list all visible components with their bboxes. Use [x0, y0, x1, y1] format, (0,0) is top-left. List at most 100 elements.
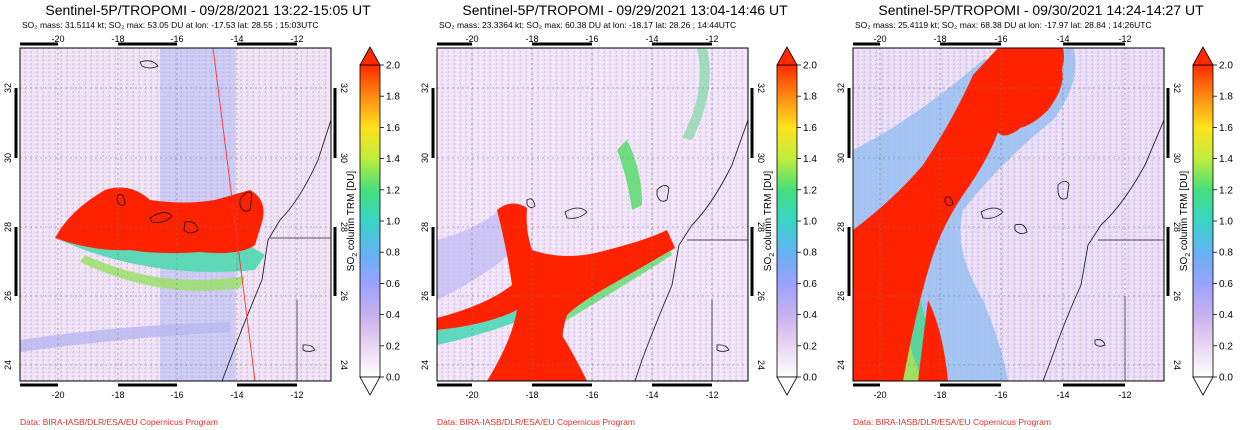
so2-map-1: -20 -18 -16 -14 -12 -20 -18 -16 -14 -12 …: [3, 34, 400, 400]
colorbar: 0.0 0.2 0.4 0.6 0.8 1.0 1.2 1.4 1.6 1.8 2.0 SO2 col…: [1179, 46, 1233, 396]
colorbar-tick-label: 0.4: [1219, 310, 1233, 321]
lat-tick: 24: [339, 360, 349, 370]
lon-tick: -16: [585, 390, 598, 400]
colorbar-tick-label: 0.0: [1219, 373, 1233, 384]
colorbar-max-arrow: [359, 46, 381, 66]
lon-tick: -12: [705, 34, 718, 44]
colorbar-gradient: [776, 64, 798, 378]
so2-plume: [437, 203, 675, 381]
colorbar-tick-label: 1.0: [1219, 217, 1233, 228]
colorbar-tick-label: 1.2: [803, 185, 817, 196]
colorbar-tick-label: 0.6: [386, 279, 400, 290]
colorbar-tick-label: 0.8: [386, 248, 400, 259]
colorbar-tick-label: 1.8: [1219, 92, 1233, 103]
colorbar-title: SO2 column TRM [DU]: [1179, 171, 1192, 272]
colorbar-gradient: [1192, 64, 1214, 378]
lat-tick: 30: [420, 153, 430, 163]
lon-tick: -20: [465, 34, 478, 44]
coastline: [1042, 119, 1164, 381]
colorbar-tick-label: 2.0: [386, 61, 400, 72]
orbit-edge-line: [212, 48, 256, 381]
panel-stats: SO₂ mass: 23.3364 kt; SO₂ max: 60.38 DU …: [439, 20, 737, 30]
coastline: [634, 119, 748, 381]
colorbar-title: SO2 column TRM [DU]: [346, 171, 359, 272]
colorbar-tick-label: 1.2: [386, 185, 400, 196]
lon-labels-bottom: -20 -18 -16 -14 -12: [465, 390, 718, 400]
lon-tick: -16: [994, 390, 1007, 400]
colorbar-tick-label: 1.4: [1219, 154, 1233, 165]
lon-tick: -18: [525, 390, 538, 400]
lon-tick: -12: [1118, 390, 1131, 400]
colorbar-tick-label: 0.0: [803, 373, 817, 384]
lat-labels-right: 24 26 28 30 32: [1172, 83, 1182, 370]
colorbar-tick-label: 1.4: [386, 154, 400, 165]
lat-tick: 30: [756, 153, 766, 163]
lon-tick: -14: [1056, 34, 1069, 44]
panel-title: Sentinel-5P/TROPOMI - 09/30/2021 14:24-1…: [878, 2, 1204, 18]
colorbar-tick-label: 1.6: [386, 123, 400, 134]
lon-tick: -20: [465, 390, 478, 400]
lon-tick: -12: [290, 390, 303, 400]
lat-tick: 32: [836, 83, 846, 93]
colorbar-tick-label: 1.0: [803, 217, 817, 228]
lat-tick: 26: [420, 291, 430, 301]
data-source: Data: BIRA-IASB/DLR/ESA/EU Copernicus Pr…: [437, 417, 635, 427]
colorbar-tick-label: 1.0: [386, 217, 400, 228]
panel-title: Sentinel-5P/TROPOMI - 09/29/2021 13:04-1…: [462, 2, 788, 18]
lat-tick: 28: [756, 222, 766, 232]
colorbar-max-arrow: [1192, 46, 1214, 66]
lon-tick: -12: [290, 34, 303, 44]
lon-tick: -16: [170, 34, 183, 44]
colorbar-tick-label: 1.8: [386, 92, 400, 103]
lon-tick: -14: [645, 34, 658, 44]
lon-tick: -16: [170, 390, 183, 400]
lat-tick: 28: [3, 222, 13, 232]
lon-tick: -18: [111, 34, 124, 44]
lon-labels-top: -20 -18 -16 -14 -12: [51, 34, 303, 44]
lon-tick: -16: [994, 34, 1007, 44]
lon-tick: -12: [705, 390, 718, 400]
lat-tick: 32: [420, 83, 430, 93]
lon-tick: -18: [525, 34, 538, 44]
so2-map-3: -20 -18 -16 -14 -12 -20 -18 -16 -14 -12 …: [836, 34, 1233, 400]
lat-labels-left: 24 26 28 30 32: [836, 83, 846, 370]
colorbar-tick-label: 0.2: [386, 341, 400, 352]
coastline: [221, 119, 331, 381]
lat-tick: 24: [756, 360, 766, 370]
lat-tick: 24: [3, 360, 13, 370]
lon-labels-bottom: -20 -18 -16 -14 -12: [873, 390, 1131, 400]
colorbar-tick-label: 0.6: [1219, 279, 1233, 290]
colorbar-tick-label: 1.8: [803, 92, 817, 103]
lon-tick: -20: [51, 390, 64, 400]
lat-tick: 26: [339, 291, 349, 301]
colorbar-tick-label: 0.2: [803, 341, 817, 352]
lon-tick: -18: [933, 390, 946, 400]
colorbar-tick-label: 0.6: [803, 279, 817, 290]
colorbar-tick-label: 0.4: [386, 310, 400, 321]
colorbar-tick-label: 0.0: [386, 373, 400, 384]
colorbar-tick-label: 1.6: [803, 123, 817, 134]
so2-map-2: -20 -18 -16 -14 -12 -20 -18 -16 -14 -12 …: [420, 34, 817, 400]
lon-tick: -12: [1118, 34, 1131, 44]
lon-labels-bottom: -20 -18 -16 -14 -12: [51, 390, 303, 400]
lat-tick: 28: [1172, 222, 1182, 232]
colorbar-min-arrow: [359, 376, 381, 396]
lat-tick: 32: [3, 83, 13, 93]
lon-tick: -14: [230, 390, 243, 400]
data-source: Data: BIRA-IASB/DLR/ESA/EU Copernicus Pr…: [20, 417, 218, 427]
lat-tick: 24: [420, 360, 430, 370]
lat-tick: 26: [756, 291, 766, 301]
lat-tick: 28: [420, 222, 430, 232]
colorbar-gradient: [359, 64, 381, 378]
lon-labels-top: -20 -18 -16 -14 -12: [465, 34, 718, 44]
lat-tick: 30: [3, 153, 13, 163]
lat-labels-right: 24 26 28 30 32: [756, 83, 766, 370]
map-panel-2: Sentinel-5P/TROPOMI - 09/29/2021 13:04-1…: [417, 0, 833, 430]
data-source: Data: BIRA-IASB/DLR/ESA/EU Copernicus Pr…: [853, 417, 1051, 427]
panel-title: Sentinel-5P/TROPOMI - 09/28/2021 13:22-1…: [45, 2, 371, 18]
lon-tick: -20: [873, 390, 886, 400]
colorbar-min-arrow: [1192, 376, 1214, 396]
colorbar-max-arrow: [776, 46, 798, 66]
map-panel-1: Sentinel-5P/TROPOMI - 09/28/2021 13:22-1…: [0, 0, 416, 430]
lat-labels-left: 24 26 28 30 32: [3, 83, 13, 370]
